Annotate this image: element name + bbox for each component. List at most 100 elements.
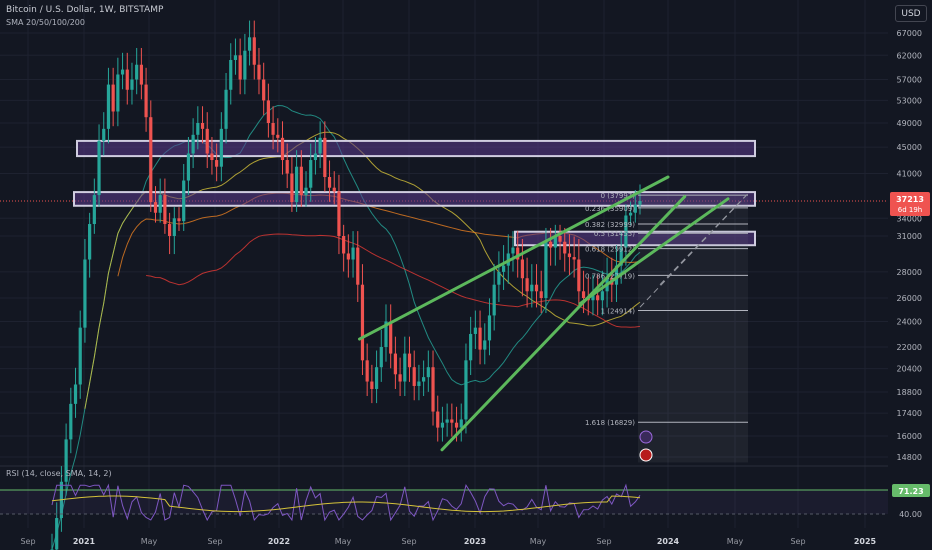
rsi-tag-bg [892,484,930,497]
candle-body-62 [342,236,346,254]
candle-body-27 [177,218,181,222]
candle-body-99 [516,247,520,260]
moving-averages [51,104,641,550]
candle-body-103 [534,284,539,292]
fib-label-0: 0 (37997) [601,192,636,200]
fib-label-1: 1 (24914) [601,308,636,316]
price-axis[interactable]: 67000 62000 57000 53000 49000 45000 41000 34000… [897,29,922,462]
rsi-legend[interactable]: RSI (14, close, SMA, 14, 2) [6,469,112,478]
candle-body-113 [581,291,586,298]
candle-body-76 [407,353,412,368]
candle-body-80 [426,367,430,378]
candle-body-6 [78,327,82,385]
candle-body-65 [356,247,360,285]
price-tick-18: 14800 [897,453,922,462]
candle-body-111 [572,257,576,260]
candle-body-47 [271,123,275,135]
candle-body-75 [403,353,407,382]
candle-body-53 [299,166,303,196]
candle-body-68 [370,381,374,389]
candle-body-124 [633,204,637,213]
candle-body-34 [210,153,214,161]
sma-200-line [146,233,641,328]
candle-body-88 [464,360,468,420]
candle-body-5 [73,384,78,404]
price-tick-14: 20400 [897,365,922,374]
candle-body-7 [83,259,87,328]
time-tick-11: May [727,537,744,546]
fib-label-1.618: 1.618 (16829) [585,419,635,427]
candle-body-41 [243,50,247,80]
candle-body-105 [544,241,548,298]
candle-body-121 [619,247,623,266]
candle-body-28 [182,180,186,222]
flag-icon [639,448,653,462]
fib-label-0.382: 0.382 (32999) [585,221,635,229]
candle-body-42 [247,37,252,51]
candle-body-19 [139,64,143,85]
candle-body-94 [492,284,496,316]
candle-body-116 [596,295,600,301]
axis-tags: 37213 6d 19h 71.23 [890,192,930,497]
time-axis[interactable]: Sep 2021 May Sep 2022 May Sep 2023 May Sep 2024 May… [20,537,876,546]
candle-body-21 [149,117,153,203]
wedge-trendlines [358,175,730,462]
candle-body-83 [440,422,445,428]
candle-body-102 [530,284,534,292]
currency-button[interactable]: USD [895,5,927,22]
candle-body-74 [398,374,402,382]
candle-body-38 [229,59,233,90]
price-tag-countdown: 6d 19h [898,206,922,214]
time-tick-4: 2022 [268,537,290,546]
candle-body-77 [412,367,416,386]
price-tick-8: 34000 [897,214,922,223]
candle-body-87 [459,419,463,428]
candle-body-58 [323,137,327,178]
rsi-axis-1: 40.00 [899,510,922,519]
candle-body-16 [125,69,129,90]
candle-body-36 [219,128,223,167]
price-tick-1: 62000 [897,51,922,60]
time-tick-13: 2025 [854,537,877,546]
candle-body-52 [295,166,299,203]
candle-body-57 [318,137,322,154]
candle-body-120 [614,265,619,285]
candle-body-79 [422,377,426,382]
candle-body-44 [257,64,261,80]
candle-body-96 [501,265,506,272]
candle-body-26 [172,218,176,236]
candle-body-69 [374,367,379,389]
candle-body-33 [205,128,209,154]
price-tick-16: 17400 [897,409,922,418]
time-tick-5: May [335,537,352,546]
sma-20-line [51,104,641,550]
price-tick-12: 24000 [897,317,922,326]
price-tick-5: 45000 [897,143,922,152]
candle-body-81 [431,367,435,412]
candle-body-106 [549,241,553,248]
time-tick-8: May [530,537,547,546]
wedge-lower-line [440,195,687,452]
time-tick-1: 2021 [73,537,96,546]
candle-body-63 [346,253,350,260]
fib-dashed-trend-2 [659,196,746,286]
candle-body-39 [233,55,238,60]
candle-body-117 [600,291,604,301]
sma-legend[interactable]: SMA 20/50/100/200 [6,18,85,27]
candle-body-30 [191,134,195,154]
candle-body-32 [200,123,205,129]
price-tick-17: 16000 [897,432,922,441]
candle-body-17 [130,79,134,90]
candle-body-45 [262,79,266,101]
fib-extension-area [638,310,748,463]
price-tick-11: 26000 [897,294,922,303]
candle-body-71 [384,321,388,347]
candle-body-82 [436,411,440,428]
candle-body-46 [266,100,270,123]
price-tick-2: 57000 [897,75,922,84]
symbol-title: Bitcoin / U.S. Dollar, 1W, BITSTAMP [6,5,164,15]
candle-body-24 [163,195,167,225]
price-tick-15: 18800 [897,388,922,397]
wedge-lower-inner-line [578,197,730,306]
